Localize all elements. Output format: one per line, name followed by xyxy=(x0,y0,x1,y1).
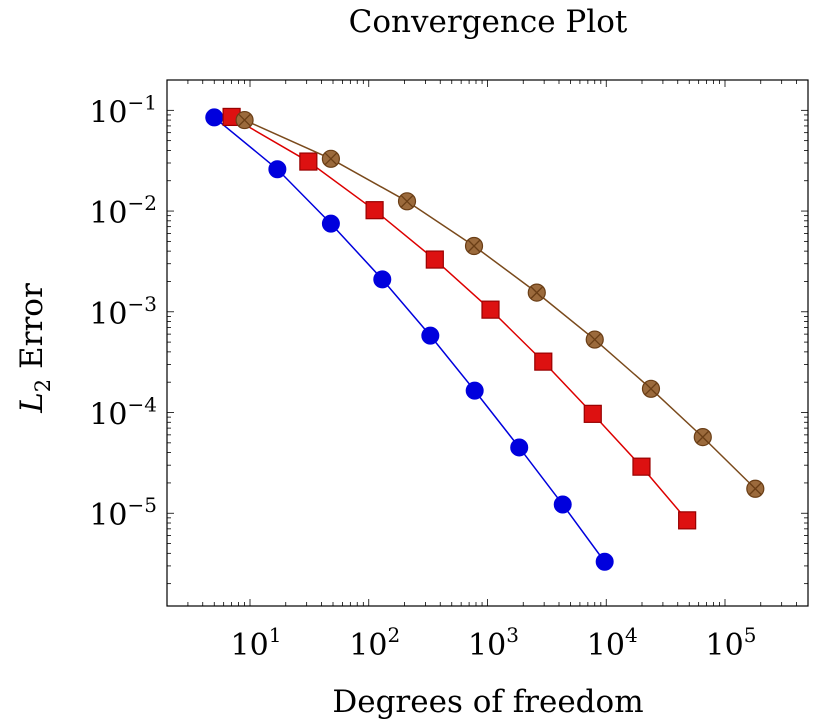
x-tick-label: 103 xyxy=(468,623,519,663)
series-line xyxy=(231,116,688,521)
plot-frame xyxy=(166,79,809,607)
y-axis-label-sub: 2 xyxy=(31,379,55,392)
data-point xyxy=(465,381,484,400)
data-point xyxy=(481,300,500,319)
y-tick-label: 10−5 xyxy=(89,493,157,533)
series-line xyxy=(244,119,756,490)
data-point xyxy=(527,283,546,302)
data-point xyxy=(678,511,697,530)
data-point xyxy=(553,495,572,514)
data-point xyxy=(421,326,440,345)
data-point xyxy=(268,160,287,179)
x-tick-label: 105 xyxy=(706,623,757,663)
y-tick-label: 10−4 xyxy=(89,393,157,433)
data-point xyxy=(397,192,417,211)
data-point xyxy=(425,250,444,269)
data-point-cross xyxy=(238,113,252,127)
data-point-cross xyxy=(588,333,602,347)
x-axis-label: Degrees of freedom xyxy=(332,684,643,720)
chart-title: Convergence Plot xyxy=(349,4,628,40)
x-tick-label: 101 xyxy=(231,623,282,663)
data-point xyxy=(693,428,712,447)
svg-text:L2 Error: L2 Error xyxy=(14,283,55,414)
data-point xyxy=(510,438,529,457)
data-point xyxy=(534,352,553,371)
data-point xyxy=(585,330,604,349)
series-2 xyxy=(222,107,697,530)
data-point-cross xyxy=(324,152,338,166)
axis-ticks xyxy=(166,79,809,606)
data-point xyxy=(321,149,340,168)
y-tick-label: 10−1 xyxy=(89,90,157,130)
data-point xyxy=(365,201,384,220)
data-point xyxy=(746,479,765,498)
data-point xyxy=(321,214,340,233)
y-axis-label-main: L xyxy=(14,392,50,414)
series-3 xyxy=(235,110,765,498)
series-1 xyxy=(205,108,614,571)
data-point xyxy=(373,270,392,289)
y-axis-label: L2 Error xyxy=(14,283,55,414)
data-point xyxy=(299,152,318,171)
data-point xyxy=(583,404,602,423)
data-point-cross xyxy=(530,286,544,300)
data-point xyxy=(595,552,614,571)
y-tick-label: 10−3 xyxy=(89,292,157,332)
data-point xyxy=(632,457,651,476)
y-axis-label-rest: Error xyxy=(14,283,50,379)
data-point xyxy=(641,379,661,398)
data-point xyxy=(464,236,484,256)
y-tick-label: 10−2 xyxy=(89,191,157,231)
data-point-cross xyxy=(748,482,762,496)
series-line xyxy=(213,116,606,563)
data-point-cross xyxy=(467,239,481,253)
x-tick-label: 102 xyxy=(349,623,400,663)
data-point xyxy=(235,110,254,130)
data-point-cross xyxy=(400,194,414,208)
data-point-cross xyxy=(644,382,658,396)
data-point-cross xyxy=(696,430,710,444)
x-tick-label: 104 xyxy=(587,623,638,663)
data-point xyxy=(205,108,224,127)
